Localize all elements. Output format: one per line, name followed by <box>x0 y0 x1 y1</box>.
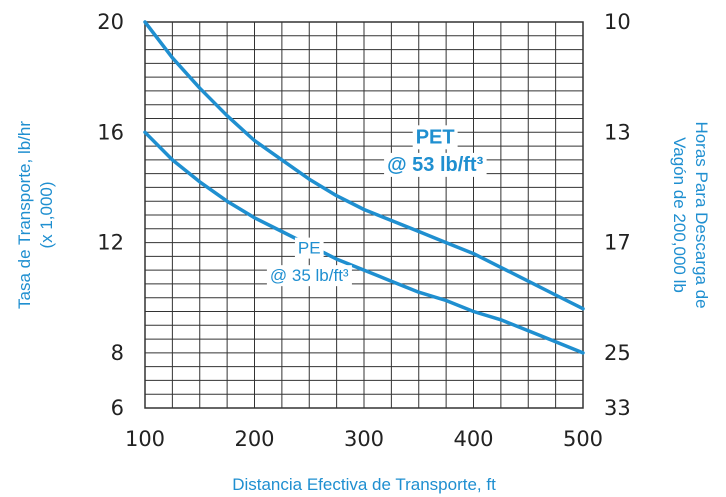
annotation-background <box>266 265 352 287</box>
x-tick-label: 500 <box>563 427 603 451</box>
grid <box>145 22 583 408</box>
annotation-label: @ 53 lb/ft³ <box>387 154 484 176</box>
annotation-background <box>384 152 487 177</box>
y2-tick-label: 17 <box>604 231 631 255</box>
x-axis-title: Distancia Efectiva de Transporte, ft <box>232 475 496 494</box>
annotations: PET @ 53 lb/ft³ PE @ 35 lb/ft³ <box>266 125 487 287</box>
y-tick-label: 8 <box>111 341 124 365</box>
series-layer <box>143 20 585 355</box>
y2-tick-label: 13 <box>604 120 631 144</box>
x-tick-label: 400 <box>453 427 493 451</box>
x-tick-label: 200 <box>234 427 274 451</box>
y2-axis-title-line-1: Horas Para Descarga de <box>692 121 711 308</box>
y2-tick-label: 25 <box>604 341 631 365</box>
y-axis-title-line-2: (x 1,000) <box>37 181 56 248</box>
series-line-pet <box>143 20 585 311</box>
annotation-label: PE <box>298 239 321 258</box>
series-line-pe <box>143 130 585 355</box>
y-tick-label: 20 <box>97 10 124 34</box>
annotation-label: PET <box>416 126 455 148</box>
annotation-background <box>294 237 324 259</box>
y2-axis-title-line-2: Vagón de 200,000 lb <box>670 137 689 293</box>
y-axis-title: Tasa de Transporte, lb/hr (x 1,000) <box>15 121 56 309</box>
y-tick-label: 12 <box>97 231 124 255</box>
annotation-background <box>412 125 458 150</box>
y-axis-title-line-1: Tasa de Transporte, lb/hr <box>15 121 34 309</box>
y2-axis-title: Horas Para Descarga de Vagón de 200,000 … <box>670 121 711 308</box>
y-tick-label: 6 <box>111 396 124 420</box>
y-tick-label: 16 <box>97 120 124 144</box>
x-tick-label: 300 <box>344 427 384 451</box>
y2-tick-label: 33 <box>604 396 631 420</box>
x-tick-label: 100 <box>125 427 165 451</box>
tick-labels: 100 200 300 400 500 6 8 12 16 20 10 13 17 25 33 <box>97 10 630 451</box>
annotation-label: @ 35 lb/ft³ <box>270 266 349 285</box>
plot-frame <box>144 21 584 409</box>
y2-tick-label: 10 <box>604 10 631 34</box>
